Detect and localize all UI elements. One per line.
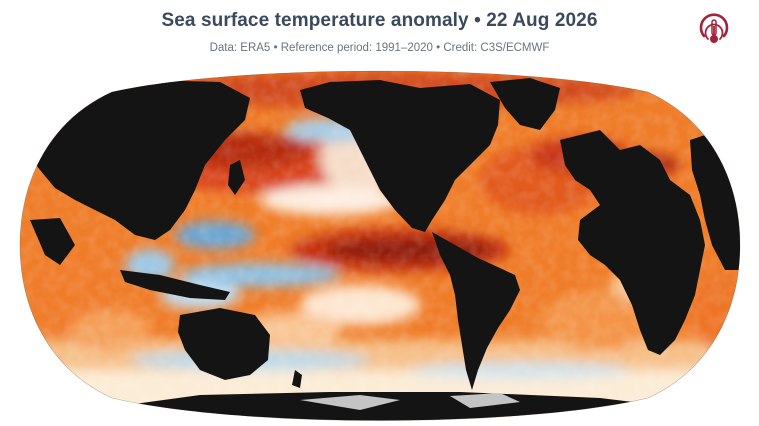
header: Sea surface temperature anomaly • 22 Aug… <box>0 0 759 70</box>
africa-europe <box>560 130 705 355</box>
india <box>30 218 75 265</box>
asia <box>20 80 250 240</box>
world-map <box>19 70 741 421</box>
madagascar <box>718 330 728 355</box>
c3s-thermometer-logo-icon <box>696 10 732 48</box>
new-zealand <box>292 370 302 388</box>
chart-subtitle: Data: ERA5 • Reference period: 1991–2020… <box>209 42 550 54</box>
chart-title: Sea surface temperature anomaly • 22 Aug… <box>161 10 598 31</box>
japan <box>228 160 245 195</box>
south-america <box>432 232 520 390</box>
ice-shelves <box>300 393 520 410</box>
greenland <box>490 78 560 130</box>
sst-anomaly-map <box>0 70 759 426</box>
australia <box>178 308 270 380</box>
indonesia <box>120 270 230 300</box>
north-america <box>300 80 500 232</box>
